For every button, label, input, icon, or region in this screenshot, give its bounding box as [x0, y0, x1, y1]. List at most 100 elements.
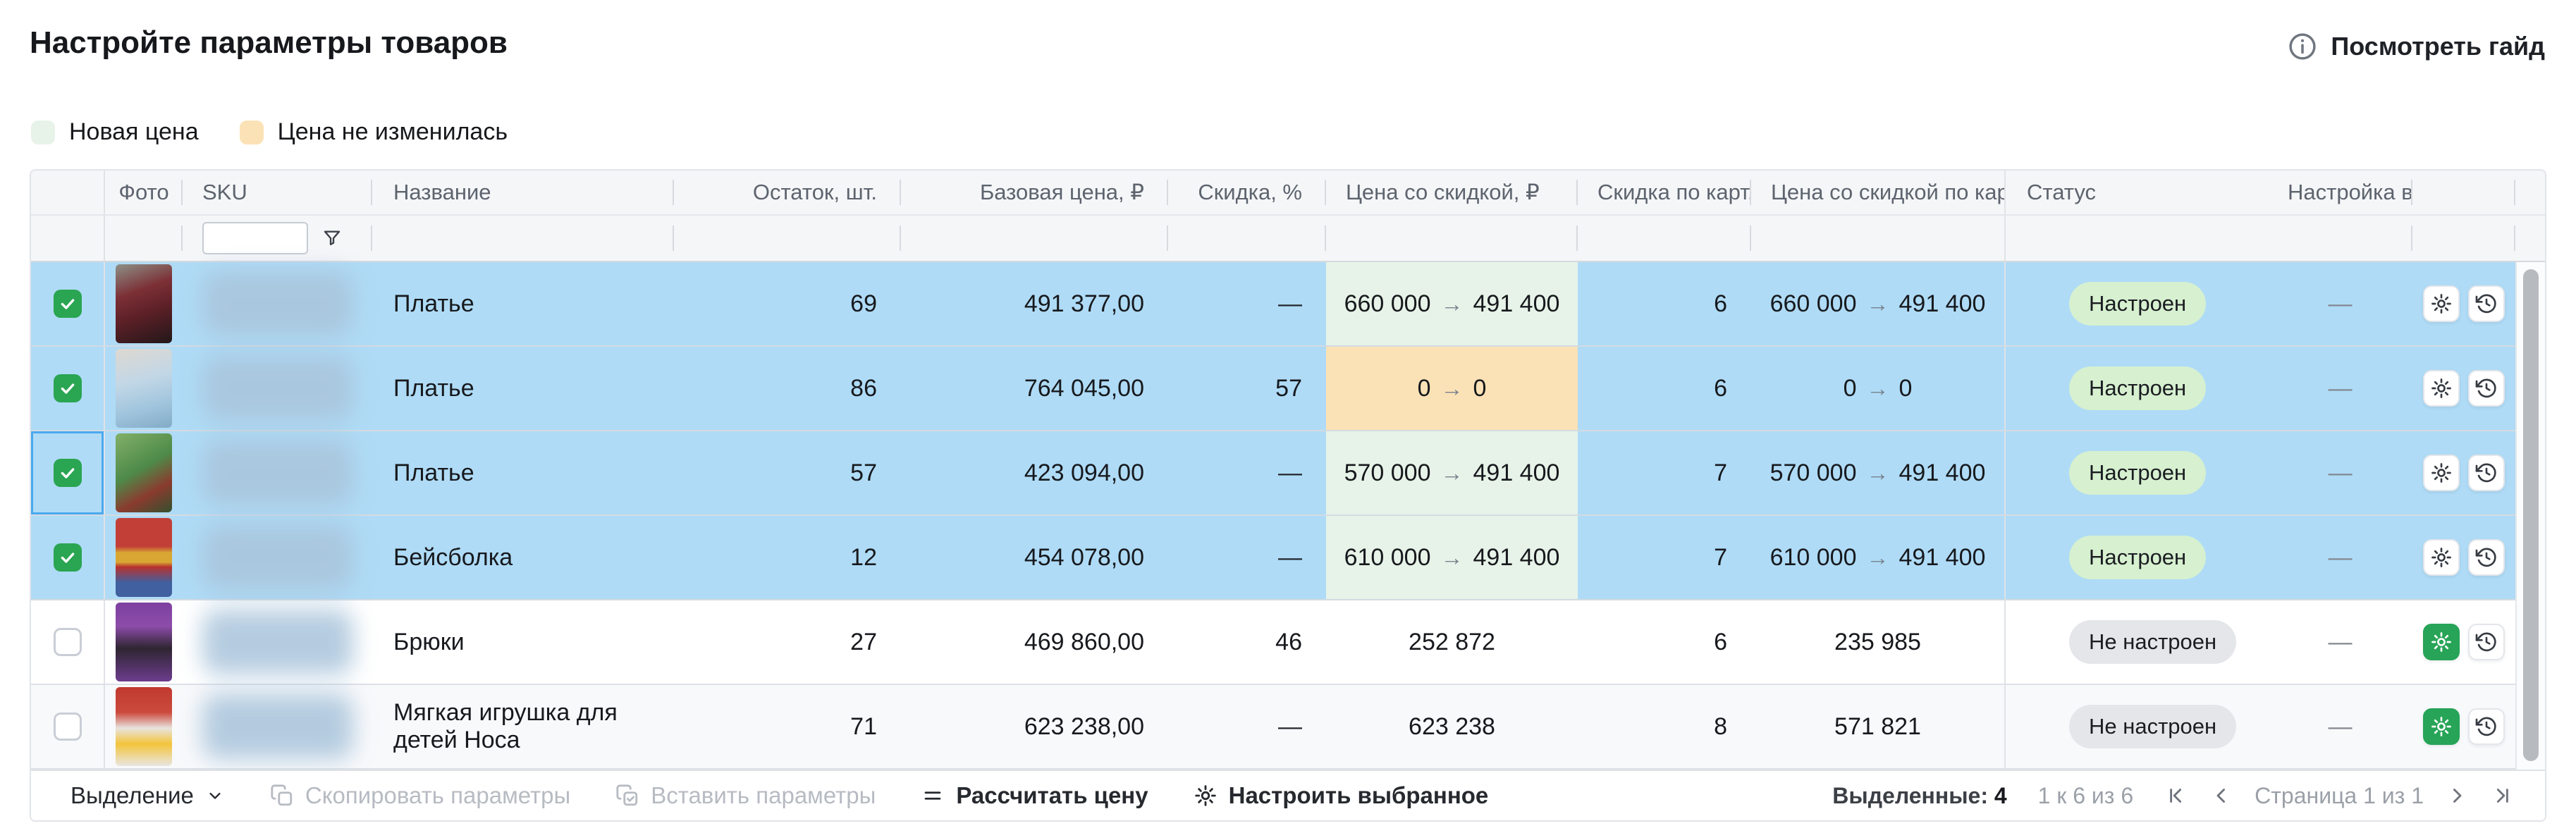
info-icon [2287, 31, 2318, 62]
card-price-cell: 571 821 [1834, 712, 1921, 740]
header-card-discount[interactable]: Скидка по карт... [1578, 171, 1751, 214]
legend-item-new-price: Новая цена [31, 118, 199, 146]
product-name: Платье [393, 374, 474, 402]
card-discount-value: 7 [1714, 543, 1727, 571]
page-title: Настройте параметры товаров [30, 25, 508, 60]
base-price-value: 491 377,00 [1024, 290, 1144, 317]
header-price-discounted[interactable]: Цена со скидкой, ₽ [1326, 171, 1578, 214]
history-button[interactable] [2468, 370, 2505, 407]
history-button[interactable] [2468, 624, 2505, 660]
first-page-button[interactable] [2164, 784, 2188, 808]
product-photo [116, 264, 172, 343]
card-price-new: 491 400 [1899, 543, 1986, 571]
selected-count: Выделенные: 4 [1832, 783, 2006, 809]
checkbox-cell [31, 262, 105, 345]
discount-value: — [1278, 290, 1302, 317]
settings-button[interactable] [2423, 455, 2460, 491]
base-price-value: 454 078,00 [1024, 543, 1144, 571]
arrow-icon: → [1866, 290, 1889, 316]
settings-button[interactable] [2423, 285, 2460, 322]
filter-stock-cell [674, 216, 901, 261]
settings-button[interactable] [2423, 539, 2460, 576]
paste-icon [615, 784, 639, 808]
row-checkbox-checked[interactable] [53, 290, 82, 318]
settings-button[interactable] [2423, 624, 2460, 660]
filter-name-cell [372, 216, 674, 261]
price-discounted-cell: 0 → 0 [1326, 347, 1578, 430]
card-price-new: 0 [1899, 374, 1913, 402]
selected-count-value: 4 [1994, 782, 2007, 808]
view-guide-link[interactable]: Посмотреть гайд [2287, 31, 2545, 62]
sku-blurred-value [202, 356, 353, 421]
calculate-price-button[interactable]: Рассчитать цену [921, 782, 1148, 809]
paste-params-button[interactable]: Вставить параметры [615, 782, 876, 809]
setup-value: — [2328, 628, 2353, 655]
row-checkbox-checked[interactable] [53, 543, 82, 572]
status-badge: Настроен [2069, 451, 2207, 495]
status-badge: Настроен [2069, 366, 2207, 410]
header-discount[interactable]: Скидка, % [1168, 171, 1326, 214]
header-status[interactable]: Статус [2004, 171, 2268, 214]
sku-blurred-value [202, 525, 353, 590]
history-button[interactable] [2468, 285, 2505, 322]
status-badge: Настроен [2069, 282, 2207, 326]
selection-dropdown[interactable]: Выделение [70, 782, 225, 809]
copy-params-button[interactable]: Скопировать параметры [270, 782, 570, 809]
legend: Новая цена Цена не изменилась [31, 118, 508, 146]
header-photo[interactable]: Фото [105, 171, 183, 214]
row-checkbox-checked[interactable] [53, 374, 82, 402]
product-photo [116, 603, 172, 681]
base-price-value: 469 860,00 [1024, 628, 1144, 655]
sku-filter-input[interactable] [202, 222, 308, 254]
arrow-icon: → [1440, 375, 1464, 401]
card-discount-value: 6 [1714, 374, 1727, 402]
setup-value: — [2328, 712, 2353, 740]
table-header-row: Фото SKU Название Остаток, шт. Базовая ц… [31, 171, 2545, 216]
header-card-price[interactable]: Цена со скидкой по карт... [1771, 180, 2004, 204]
legend-label: Новая цена [69, 118, 199, 145]
history-button[interactable] [2468, 708, 2505, 745]
header-name[interactable]: Название [372, 171, 674, 214]
base-price-value: 764 045,00 [1024, 374, 1144, 402]
settings-button[interactable] [2423, 370, 2460, 407]
card-price-old: 660 000 [1770, 290, 1857, 317]
card-price-new: 491 400 [1899, 459, 1986, 486]
stock-value: 69 [850, 290, 877, 317]
history-button[interactable] [2468, 455, 2505, 491]
header-base-price[interactable]: Базовая цена, ₽ [901, 171, 1168, 214]
product-photo [116, 433, 172, 512]
row-checkbox-unchecked[interactable] [53, 628, 82, 656]
filter-setup-cell [2268, 216, 2412, 261]
history-button[interactable] [2468, 539, 2505, 576]
status-badge: Не настроен [2069, 620, 2237, 664]
header-scrollbar-spacer [2515, 171, 2545, 214]
sku-blurred-value [202, 271, 353, 336]
configure-selected-button[interactable]: Настроить выбранное [1194, 782, 1488, 809]
next-page-button[interactable] [2445, 784, 2469, 808]
header-sku[interactable]: SKU [183, 171, 372, 214]
card-price-cell: 610 000 → 491 400 [1751, 516, 2004, 599]
price-discounted-cell: 623 238 [1409, 712, 1495, 740]
last-page-button[interactable] [2490, 784, 2514, 808]
filter-actions-cell [2412, 216, 2515, 261]
card-price-cell: 570 000 → 491 400 [1751, 431, 2004, 514]
prev-page-button[interactable] [2209, 784, 2233, 808]
filter-base-cell [901, 216, 1168, 261]
vertical-scrollbar-thumb[interactable] [2523, 269, 2539, 761]
equals-icon [921, 784, 945, 808]
row-checkbox-checked[interactable] [53, 459, 82, 487]
filter-funnel-icon[interactable] [321, 227, 343, 249]
product-name: Платье [393, 290, 474, 317]
settings-button[interactable] [2423, 708, 2460, 745]
row-checkbox-unchecked[interactable] [53, 712, 82, 741]
discount-value: 57 [1275, 374, 1302, 402]
header-stock[interactable]: Остаток, шт. [674, 171, 901, 214]
header-setup[interactable]: Настройка в... [2268, 171, 2412, 214]
sku-blurred-value [202, 440, 353, 505]
paste-params-label: Вставить параметры [651, 782, 876, 808]
table-row: Мягкая игрушка для детей Носа 71 623 238… [31, 685, 2515, 770]
card-price-old: 610 000 [1770, 543, 1857, 571]
arrow-icon: → [1440, 290, 1464, 316]
price-discounted-cell: 252 872 [1409, 628, 1495, 655]
table-row: Платье 57 423 094,00 — 570 000 → 491 400… [31, 431, 2515, 516]
